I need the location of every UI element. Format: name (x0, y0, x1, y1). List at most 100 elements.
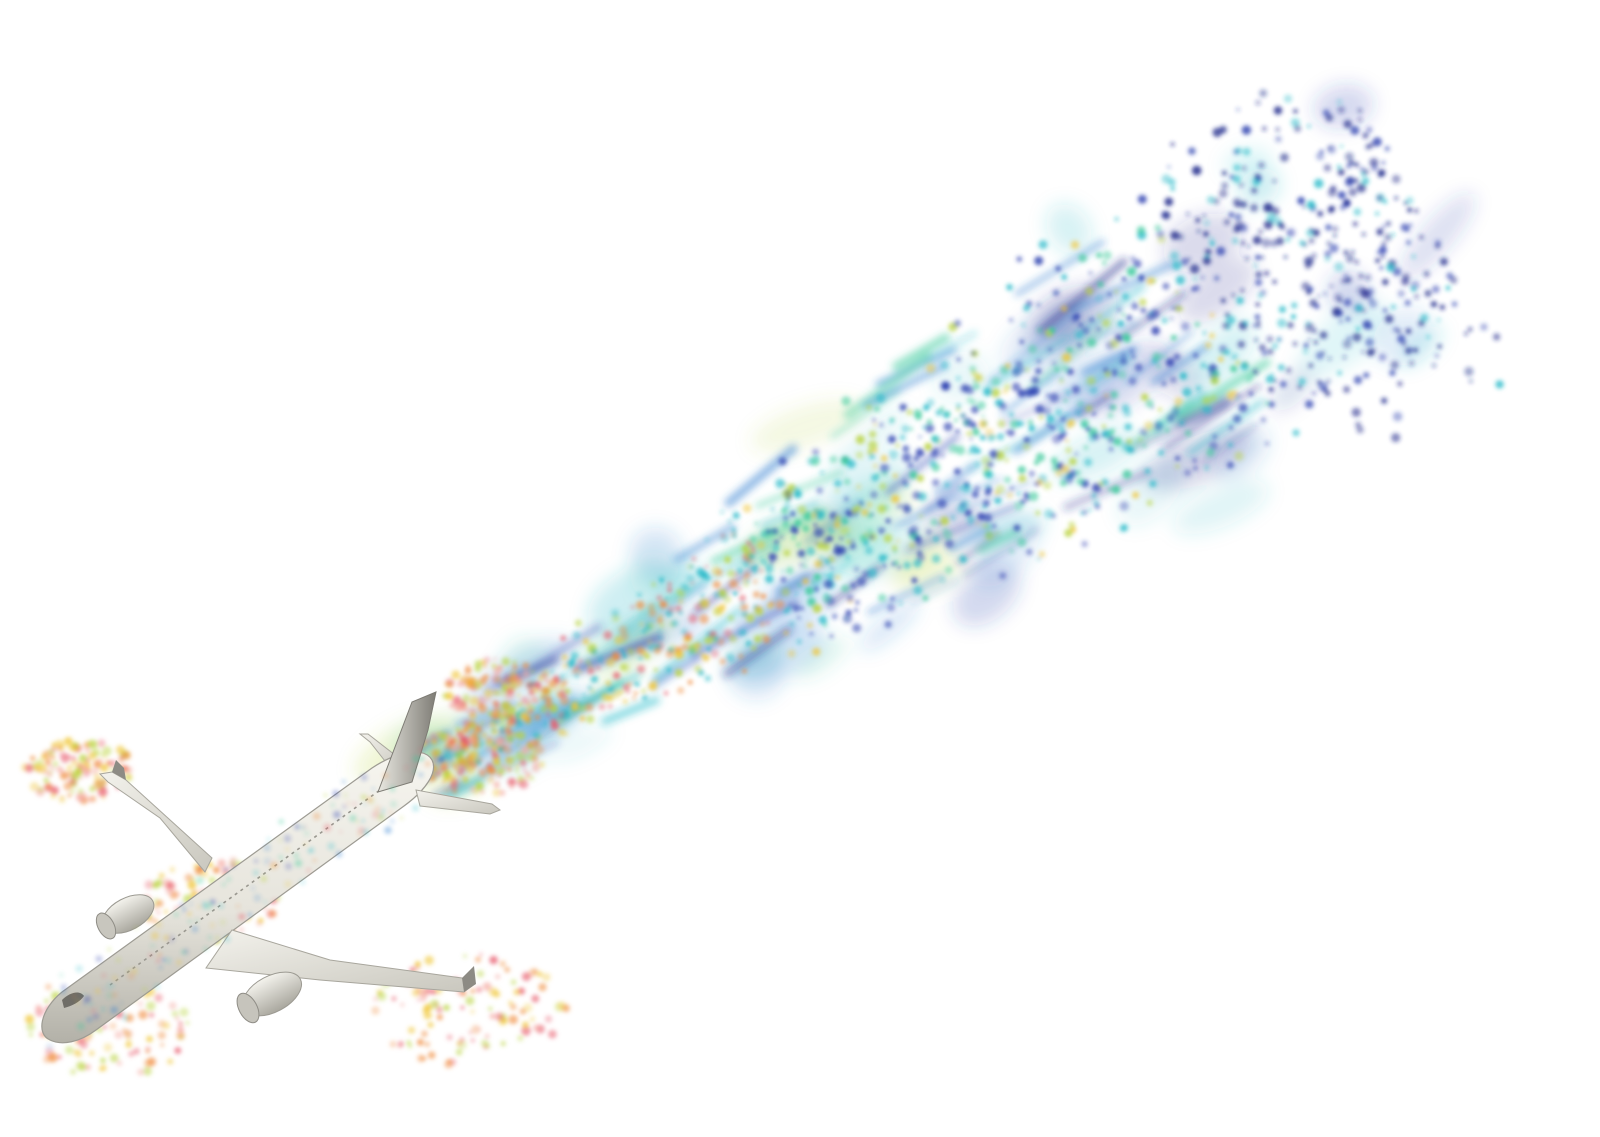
wake-speckle (890, 596, 895, 601)
wake-speckle (694, 602, 703, 611)
wake-speckle (1297, 196, 1305, 205)
wake-speckle (1128, 377, 1137, 386)
wake-speckle (1138, 274, 1145, 282)
wake-speckle (1364, 274, 1372, 281)
wake-speckle (779, 535, 784, 539)
wake-speckle (1285, 237, 1291, 242)
wake-speckle (856, 484, 861, 490)
wake-speckle (101, 1007, 106, 1012)
wake-speckle (991, 523, 997, 529)
wake-speckle (967, 516, 976, 525)
wake-speckle (476, 986, 483, 993)
wake-speckle (1260, 255, 1265, 260)
wake-speckle (1107, 412, 1114, 419)
wake-speckle (868, 440, 878, 450)
wake-speckle (1103, 367, 1109, 374)
wake-speckle (1261, 349, 1268, 357)
wake-speckle (979, 420, 988, 429)
wake-speckle (544, 1015, 553, 1023)
wake-speckle (1392, 326, 1399, 333)
wake-speckle (926, 398, 935, 407)
wake-speckle (1197, 229, 1201, 233)
wake-speckle (1061, 274, 1068, 280)
wake-speckle (1219, 125, 1227, 134)
wake-speckle (1221, 182, 1229, 190)
wake-speckle (1085, 287, 1093, 296)
wake-speckle (950, 515, 955, 520)
wake-speckle (1036, 303, 1041, 307)
wake-speckle (797, 639, 802, 644)
wake-speckle (612, 652, 621, 661)
wake-speckle (149, 943, 156, 949)
wake-speckle (1361, 350, 1365, 354)
wake-speckle (940, 516, 949, 526)
wake-speckle (1023, 492, 1030, 498)
wake-speckle (1392, 267, 1402, 276)
wake-speckle (1319, 331, 1328, 339)
wake-haze-blob (1186, 320, 1256, 393)
wake-haze-blob (794, 636, 849, 679)
wake-speckle (671, 619, 679, 628)
wake-speckle (860, 501, 866, 507)
wake-speckle (991, 377, 1001, 386)
wake-speckle (1341, 278, 1346, 284)
wake-speckle (810, 580, 814, 584)
wake-speckle (792, 604, 800, 612)
wake-speckle (1305, 322, 1315, 333)
wake-speckle (754, 635, 762, 643)
wake-haze-blob (1271, 365, 1316, 412)
wake-speckle (482, 663, 488, 669)
wake-speckle (1164, 197, 1174, 207)
wake-speckle (548, 1029, 557, 1039)
wake-speckle (740, 601, 745, 605)
wake-speckle (1439, 304, 1446, 311)
wake-speckle (492, 700, 498, 706)
wake-speckle (640, 688, 647, 695)
wake-speckle (677, 589, 686, 598)
wake-speckle (1243, 321, 1248, 326)
wake-speckle (1293, 125, 1302, 133)
wake-speckle (1136, 225, 1146, 235)
wake-speckle (1411, 254, 1416, 259)
wake-speckle (811, 513, 817, 519)
wake-speckle (1161, 354, 1166, 359)
wake-speckle (455, 1049, 463, 1056)
wake-speckle (171, 1010, 179, 1017)
wake-speckle (89, 795, 97, 803)
wake-speckle (768, 552, 777, 562)
wake-speckle (185, 1020, 190, 1025)
wake-speckle (770, 507, 775, 512)
wake-speckle (1405, 227, 1410, 232)
wake-speckle (532, 1024, 540, 1032)
wake-speckle (451, 670, 461, 680)
wake-speckle (846, 533, 851, 538)
wake-speckle (133, 1048, 140, 1055)
wake-speckle (566, 658, 576, 669)
wake-speckle (1170, 231, 1180, 240)
wake-speckle (1297, 384, 1303, 390)
wake-speckle (1114, 217, 1119, 222)
wake-speckle (839, 517, 848, 526)
wake-speckle (501, 657, 510, 666)
wake-speckle (445, 788, 449, 793)
wake-speckle (499, 960, 506, 967)
wake-speckle (1035, 510, 1041, 516)
wake-speckle (455, 727, 461, 732)
wake-speckle (363, 802, 367, 806)
wake-speckle (103, 755, 107, 760)
wake-speckle (1356, 426, 1364, 434)
wake-speckle (335, 850, 343, 858)
wake-speckle (1365, 144, 1371, 150)
wake-speckle (436, 771, 441, 776)
wake-speckle (688, 647, 697, 656)
wake-speckle (1361, 172, 1365, 176)
wake-speckle (1193, 465, 1198, 471)
wake-speckle (519, 1008, 527, 1015)
wake-speckle (494, 690, 500, 697)
wake-speckle (226, 876, 232, 882)
airplane-cockpit (62, 992, 84, 1008)
wake-speckle (807, 597, 817, 607)
wake-speckle (1254, 338, 1258, 342)
wake-speckle (785, 497, 789, 502)
wake-speckle (1356, 183, 1367, 193)
